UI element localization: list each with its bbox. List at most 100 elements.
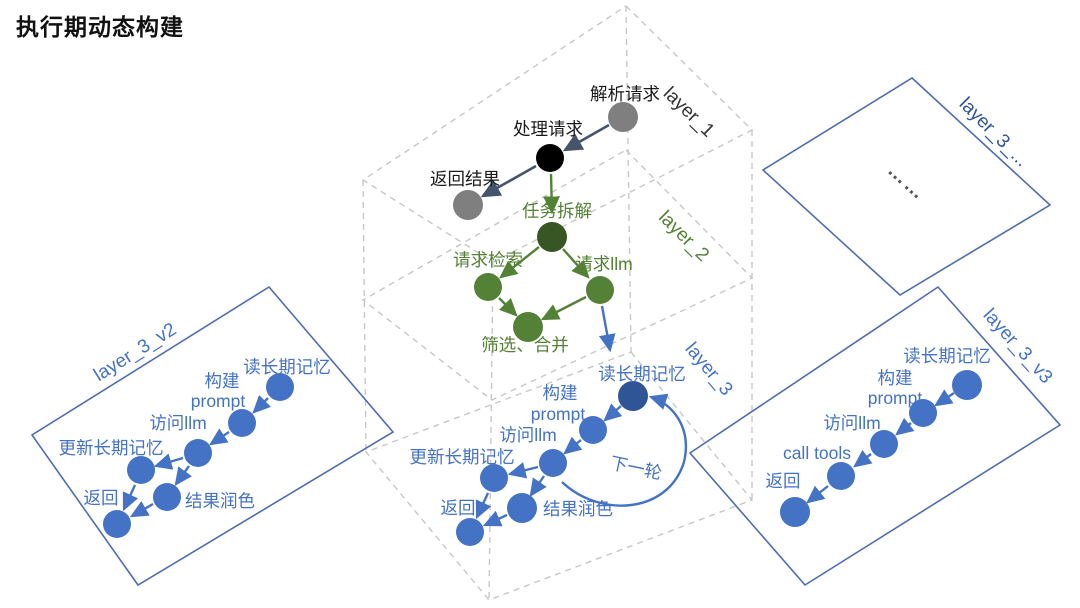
arrow-handle-to-task xyxy=(543,173,560,215)
page-title: 执行期动态构建 xyxy=(16,14,184,40)
v3-node-call-tools xyxy=(827,462,855,490)
node-request-retrieval xyxy=(474,273,502,301)
cube-wireframe xyxy=(361,5,754,601)
node-return xyxy=(456,518,484,546)
arrow-call-to-update xyxy=(507,462,539,479)
v2-arrow-update-to-return xyxy=(122,484,139,512)
layer3-v2-flow: 读长期记忆 构建 prompt 访问llm 更新长期记忆 结果润色 返回 xyxy=(59,357,331,538)
layer3-flow: 读长期记忆 构建 prompt 访问llm 更新长期记忆 结果润色 返回 下一轮 xyxy=(410,364,687,546)
v2-label-return: 返回 xyxy=(84,488,119,508)
label-build: 构建 xyxy=(543,383,578,403)
v3-label-call-llm: 访问llm xyxy=(823,413,880,433)
label-polish-result: 结果润色 xyxy=(543,499,613,519)
panel-layer3-v3 xyxy=(688,285,1062,587)
arrow-retrieval-to-filter xyxy=(498,297,518,317)
node-request-llm xyxy=(586,276,614,304)
v2-arrow-build-to-call xyxy=(209,428,230,446)
label-request-retrieval: 请求检索 xyxy=(453,250,523,270)
v2-label-build: 构建 xyxy=(205,371,240,391)
node-handle-request xyxy=(536,144,564,172)
label-request-llm: 请求llm xyxy=(575,254,632,274)
v3-arrow-build-to-call xyxy=(895,417,915,436)
arrow-parse-to-handle xyxy=(562,123,610,152)
node-filter-merge xyxy=(513,312,543,342)
node-update-memory xyxy=(480,464,508,492)
label-next-round: 下一轮 xyxy=(608,453,664,483)
arrow-task-to-retrieval xyxy=(499,246,540,279)
v3-label-call-tools: call tools xyxy=(783,443,851,463)
v3-label-build: 构建 xyxy=(878,368,913,388)
cube-edge-front xyxy=(488,261,494,601)
arrow-update-to-return xyxy=(475,492,492,520)
arrow-task-to-llm xyxy=(562,248,590,279)
v3-label-prompt: prompt xyxy=(868,388,923,408)
panel-layer3-v2 xyxy=(30,285,395,587)
panel-layer3-v2-border xyxy=(30,285,395,587)
v2-label-call-llm: 访问llm xyxy=(149,413,206,433)
arrow-call-to-polish xyxy=(529,475,547,497)
label-parse-request: 解析请求 xyxy=(590,84,660,104)
v2-arrow-call-to-polish xyxy=(174,465,192,486)
label-layer3-v2: layer_3_v2 xyxy=(90,319,180,386)
node-read-memory xyxy=(618,381,648,411)
arrow-llm-to-layer3 xyxy=(598,305,616,353)
v2-node-update-memory xyxy=(127,456,155,484)
v2-node-call-llm xyxy=(184,439,212,467)
label-layer1: layer_1 xyxy=(659,83,718,141)
v2-node-polish-result xyxy=(153,483,181,511)
v3-node-read-memory xyxy=(952,370,982,400)
node-task-split xyxy=(537,222,567,252)
v3-arrow-call-to-tools xyxy=(853,449,873,468)
label-task-split: 任务拆解 xyxy=(522,201,592,221)
label-update-memory: 更新长期记忆 xyxy=(410,447,515,467)
label-layer2: layer_2 xyxy=(654,207,713,266)
v3-node-build-prompt xyxy=(909,399,937,427)
node-parse-request xyxy=(608,102,638,132)
cube-edge-back xyxy=(625,5,632,353)
label-layer3-more: layer_3_... xyxy=(955,94,1033,172)
v3-node-return xyxy=(780,497,810,527)
label-call-llm: 访问llm xyxy=(499,425,556,445)
v2-label-prompt: prompt xyxy=(191,391,246,411)
arrow-build-to-call xyxy=(563,436,583,455)
cube-edge-left xyxy=(362,179,367,453)
v2-label-read-memory: 读长期记忆 xyxy=(243,357,331,377)
node-build-prompt xyxy=(579,416,607,444)
v2-arrow-polish-to-return xyxy=(129,500,154,518)
panel-more-dots: …… xyxy=(883,159,930,205)
v2-arrow-call-to-update xyxy=(153,453,184,470)
label-handle-request: 处理请求 xyxy=(513,119,583,139)
label-layer3: layer_3 xyxy=(681,339,737,400)
v2-label-polish-result: 结果润色 xyxy=(185,491,255,511)
panel-layer3-more-border xyxy=(761,77,1052,296)
v2-node-return xyxy=(103,510,131,538)
v3-arrow-tools-to-return xyxy=(806,485,829,504)
layer2-flow: 任务拆解 请求检索 请求llm 筛选、合并 xyxy=(453,201,633,355)
v2-node-build-prompt xyxy=(228,409,256,437)
v3-arrow-read-to-build xyxy=(934,389,955,407)
arrow-read-to-build xyxy=(603,403,623,422)
label-filter-merge: 筛选、合并 xyxy=(481,335,569,355)
label-read-memory: 读长期记忆 xyxy=(598,364,686,384)
v3-label-return: 返回 xyxy=(766,471,801,491)
cube-face-layer2 xyxy=(361,149,754,401)
arrow-handle-to-return xyxy=(480,164,537,198)
arrow-next-round-loop xyxy=(561,393,687,507)
arrow-llm-to-filter xyxy=(540,295,587,321)
v2-label-update-memory: 更新长期记忆 xyxy=(59,438,164,458)
layer1-flow: 解析请求 处理请求 返回结果 xyxy=(430,84,660,220)
arrow-polish-to-return xyxy=(482,510,508,527)
layer3-v3-flow: 读长期记忆 构建 prompt 访问llm call tools 返回 xyxy=(766,346,991,527)
label-prompt: prompt xyxy=(531,404,586,424)
v3-node-call-llm xyxy=(870,430,898,458)
cube-face-layer3 xyxy=(364,351,754,601)
node-return-result xyxy=(453,190,483,220)
v3-label-read-memory: 读长期记忆 xyxy=(903,346,991,366)
v2-arrow-read-to-build xyxy=(252,395,271,414)
node-polish-result xyxy=(507,493,537,523)
label-return: 返回 xyxy=(441,498,476,518)
node-call-llm xyxy=(539,449,567,477)
panel-layer3-v3-border xyxy=(688,285,1062,587)
